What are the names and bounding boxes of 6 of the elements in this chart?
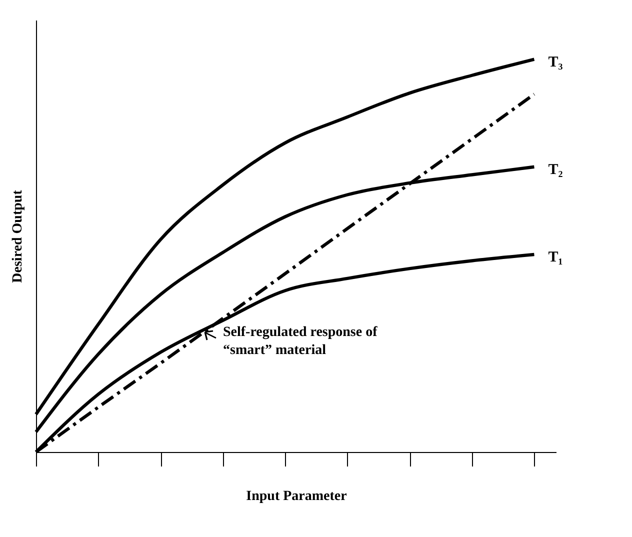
series-label: T₃ bbox=[548, 54, 564, 70]
annotation: Self-regulated response of “smart” material bbox=[223, 325, 378, 358]
x-axis-title: Input Parameter bbox=[246, 489, 347, 504]
series-label: T₁ bbox=[548, 249, 563, 266]
y-axis-title: Desired Output bbox=[10, 190, 26, 283]
series-label: T₂ bbox=[548, 162, 564, 178]
